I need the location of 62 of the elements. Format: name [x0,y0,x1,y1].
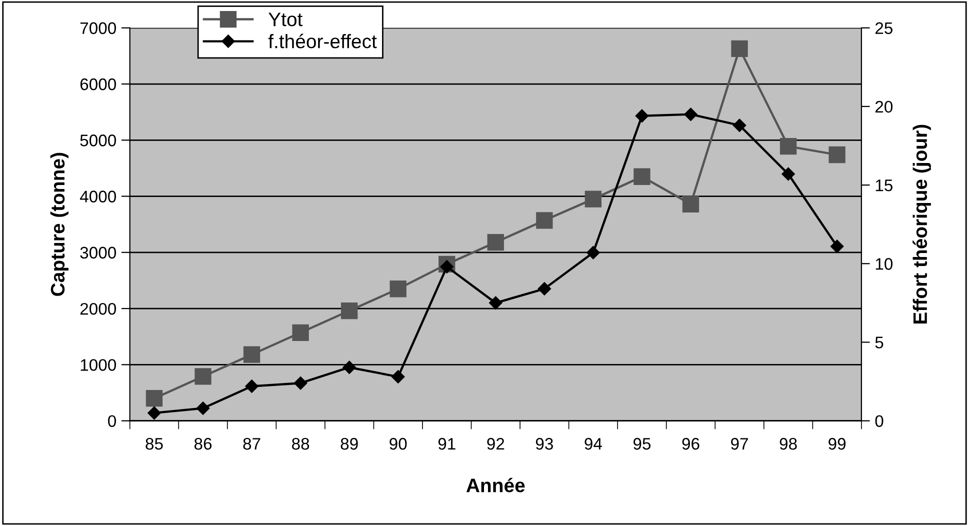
point [586,246,600,260]
y-tick-label: 2000 [80,302,116,315]
point [243,346,260,363]
y-tick-label: 1000 [80,359,116,371]
y-axis-title: Capture (tonne) [50,152,68,296]
x-tick-label: 88 [292,438,310,450]
point [538,282,552,296]
point [342,360,356,374]
point [194,368,212,385]
point [782,167,795,181]
point [732,118,746,132]
x-tick-label: 89 [340,438,358,450]
point [487,234,504,251]
y2-tick-label: 20 [875,100,893,113]
y-tick-label: 6000 [80,78,116,90]
x-tick-label: 90 [390,438,407,450]
y2-tick-label: 25 [875,22,892,34]
y2-tick-label: 5 [875,336,884,348]
x-tick-label: 87 [243,438,260,450]
y-tick-label: 3000 [80,246,116,259]
point [340,302,358,320]
point [780,138,797,155]
x-tick-label: 93 [536,438,553,450]
y2-tick-label: 15 [876,180,892,192]
point [196,402,210,415]
x-tick-label: 96 [682,438,700,450]
point [731,40,748,57]
point [830,240,844,253]
point [292,324,309,342]
x-tick-label: 91 [438,438,456,450]
y-tick-label: 7000 [80,22,116,34]
y-tick-label: 5000 [80,134,116,146]
point [635,109,649,122]
point [146,390,163,407]
y-tick-label: 4000 [80,190,116,202]
point [634,168,650,185]
y2-tick-label: 10 [876,258,893,270]
x-tick-label: 94 [584,438,602,450]
point [390,280,406,298]
legend-label: Ytot [268,12,303,26]
x-axis-title: Année [466,478,525,492]
point [828,146,846,164]
point [489,296,502,310]
x-tick-label: 97 [731,438,748,450]
x-tick-label: 85 [146,438,163,450]
x-tick-label: 92 [487,438,504,450]
y-tick-label: 0 [108,415,116,428]
point [684,108,698,121]
point [148,406,161,420]
x-tick-label: 86 [194,438,212,450]
x-tick-label: 98 [780,438,797,450]
point [536,212,553,229]
y2-tick-label: 0 [875,415,884,428]
point [584,190,602,208]
legend-label: f.théor-effect [268,34,377,48]
point [392,370,405,384]
point [294,376,308,390]
y2-axis-title: Effort théorique (jour) [912,124,931,324]
point [245,380,258,393]
x-tick-label: 99 [828,438,846,450]
x-tick-label: 95 [633,438,651,450]
point [682,196,700,212]
